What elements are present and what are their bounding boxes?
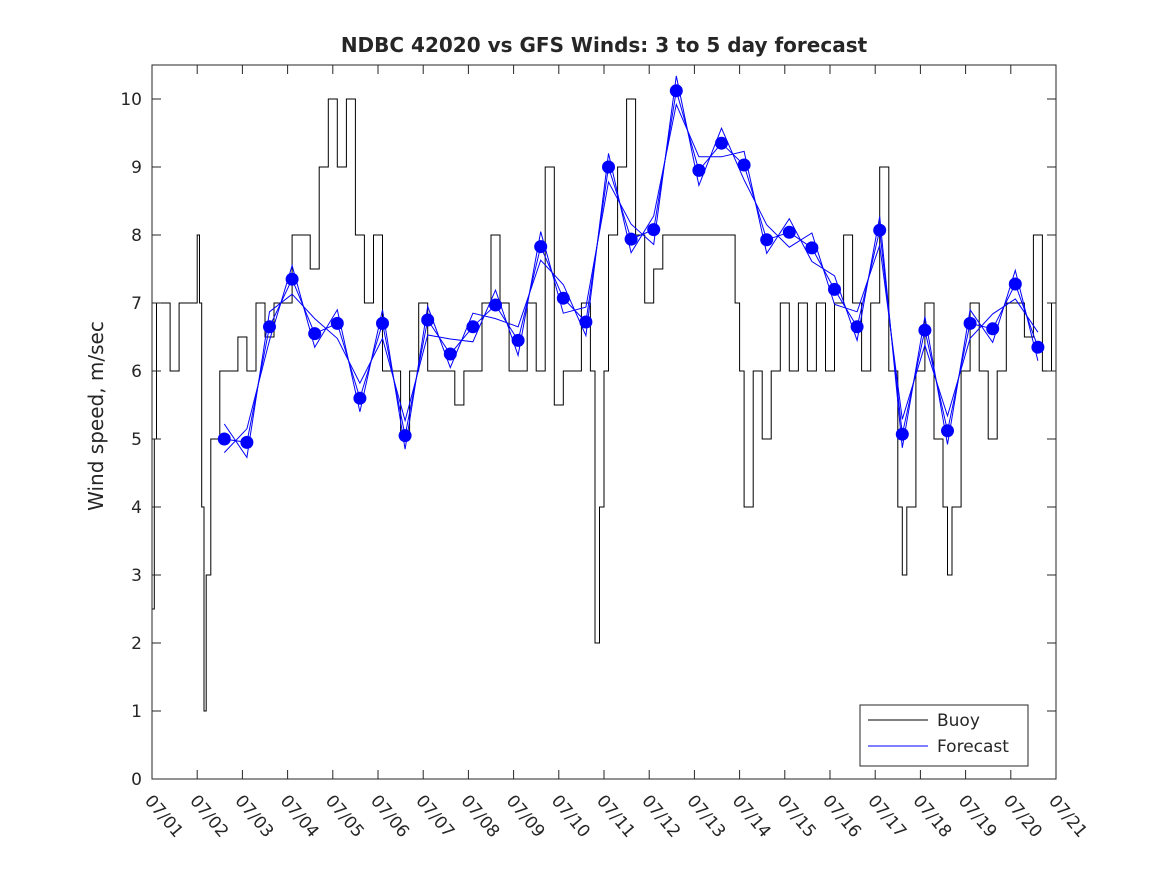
legend: Buoy Forecast [859,704,1029,767]
forecast-point [398,429,412,443]
forecast-point [737,158,751,172]
forecast-point [308,327,322,341]
forecast-point [443,347,457,361]
y-tick-label: 0 [131,770,142,790]
y-tick-label: 5 [131,430,142,450]
forecast-point [376,316,389,330]
y-tick-label: 9 [131,158,142,178]
forecast-point [918,323,932,337]
forecast-point [534,240,548,254]
forecast-point [489,298,502,312]
forecast-point [624,232,638,246]
legend-label-forecast: Forecast [937,737,1009,757]
forecast-point [941,424,954,438]
y-tick-label: 3 [131,566,142,586]
marker-layer [217,84,1045,449]
forecast-point [330,316,344,330]
forecast-point [556,291,570,305]
y-tick-label: 7 [131,294,142,314]
forecast-point [986,322,1000,336]
forecast-point [353,391,367,405]
forecast-point [669,84,683,98]
legend-box [859,704,1029,767]
forecast-series-line-2 [223,75,1039,459]
y-tick-label: 8 [131,226,142,246]
y-tick-label: 4 [131,498,142,518]
forecast-point [805,241,819,255]
forecast-point [240,435,254,449]
forecast-point [647,223,661,237]
forecast-point [602,160,615,174]
forecast-point [1031,340,1045,354]
forecast-point [850,320,864,334]
forecast-point [285,272,299,286]
forecast-point [692,163,706,177]
forecast-point [895,427,909,441]
y-tick-label: 10 [120,90,142,110]
forecast-point [828,282,841,296]
y-axis-label: Wind speed, m/sec [84,321,108,511]
forecast-point [217,432,231,446]
forecast-point [873,223,887,237]
y-tick-label: 6 [131,362,142,382]
chart-title: NDBC 42020 vs GFS Winds: 3 to 5 day fore… [341,33,868,57]
forecast-point [760,233,774,247]
y-tick-label: 1 [131,702,142,722]
forecast-point [782,225,796,239]
y-tick-label: 2 [131,634,142,654]
y-axis: 0 1 2 3 4 5 6 7 8 9 10 [120,90,1056,790]
forecast-point [466,320,480,334]
forecast-series-line-3 [223,102,1039,453]
legend-label-buoy: Buoy [937,711,980,731]
forecast-point [263,320,276,334]
forecast-point [511,333,525,347]
forecast-point [421,313,435,327]
forecast-point [963,316,977,330]
forecast-point [715,136,728,150]
forecast-point [1008,277,1022,291]
forecast-point [579,315,593,329]
